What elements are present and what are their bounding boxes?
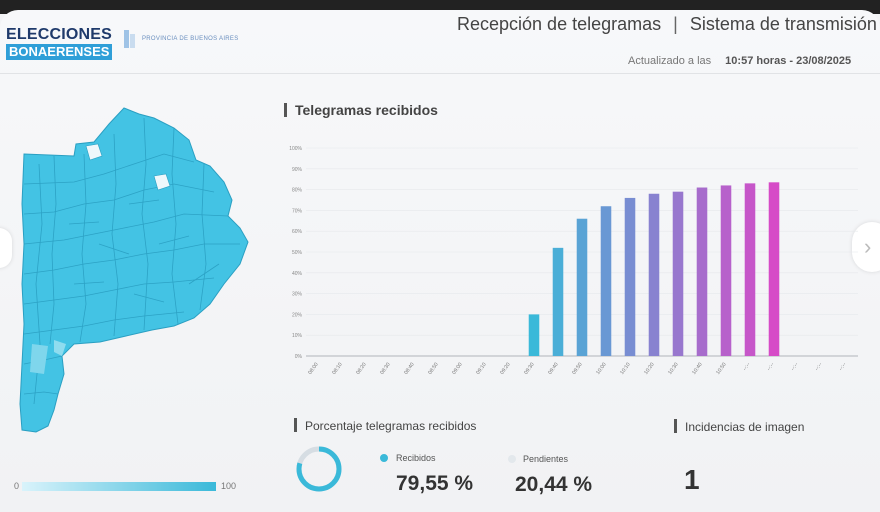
carousel-prev-button[interactable] (0, 228, 12, 268)
received-donut-chart (296, 446, 342, 492)
updated-time: 10:57 horas - 23/08/2025 (725, 55, 852, 67)
province-logo-text: PROVINCIA DE BUENOS AIRES (142, 35, 239, 42)
y-tick-label: 80% (292, 188, 303, 194)
chart-bar (576, 218, 588, 356)
received-value: 79,55 % (396, 472, 474, 495)
chart-bar (648, 193, 660, 356)
x-tick-label: 08:10 (331, 362, 343, 376)
logo-line-2: BONAERENSES (6, 44, 113, 60)
map-legend-max: 100 (221, 481, 237, 491)
chart-bar (744, 183, 756, 356)
pending-legend-dot (508, 455, 516, 463)
chart-bar (672, 191, 684, 356)
pending-value: 20,44 % (515, 473, 593, 496)
title-system: Sistema de transmisión (689, 14, 877, 34)
last-updated: Actualizado a las 10:57 horas - 23/08/202… (628, 55, 851, 67)
x-tick-label: 09:20 (499, 362, 511, 376)
telegrams-bar-chart: 0% 10% 20% 30% 40% 50% 60% 70% 80% 90% 100% 08:00 08… (289, 146, 858, 376)
province-mark-icon (124, 30, 135, 48)
province-shape (19, 107, 249, 433)
header-divider (0, 73, 880, 74)
x-tick-label: 10:50 (715, 362, 727, 376)
x-tick-label: 09:00 (451, 362, 463, 376)
x-tick-label: --:-- (766, 361, 776, 372)
pending-label: Pendientes (523, 454, 569, 464)
title-reception: Recepción de telegramas (457, 14, 662, 34)
y-tick-label: 20% (292, 312, 303, 318)
x-tick-label: 08:50 (427, 362, 439, 376)
chart-bar (624, 197, 636, 356)
x-tick-label: 10:20 (643, 362, 655, 376)
x-tick-label: 08:40 (403, 362, 415, 376)
chart-bar (600, 206, 612, 356)
chart-bar (552, 247, 564, 356)
chevron-right-icon: › (864, 234, 872, 259)
x-tick-label: 09:50 (571, 362, 583, 376)
x-tick-label: --:-- (742, 361, 752, 372)
donut-received-arc (296, 446, 342, 492)
chart-bar (696, 187, 708, 356)
y-tick-label: 10% (292, 333, 303, 339)
x-tick-label: --:-- (790, 361, 800, 372)
incidents-title: Incidencias de imagen (674, 419, 804, 434)
chart-bar (720, 185, 732, 356)
y-tick-label: 70% (292, 208, 303, 214)
y-tick-label: 40% (292, 271, 303, 277)
x-tick-label: 10:00 (595, 362, 607, 376)
x-tick-label: 08:00 (307, 362, 319, 376)
y-tick-label: 30% (292, 292, 303, 298)
carousel-next-button[interactable]: › (852, 222, 880, 272)
y-tick-label: 60% (292, 229, 303, 235)
title-separator: | (673, 14, 678, 34)
incidents-value: 1 (684, 464, 700, 495)
y-tick-label: 90% (292, 167, 303, 173)
map-legend-min: 0 (14, 481, 20, 491)
logo-line-1: ELECCIONES (6, 26, 113, 43)
x-tick-label: 10:40 (691, 362, 703, 376)
page-title: Recepción de telegramas | Sistema de trans… (457, 14, 877, 35)
chart-bar (768, 182, 780, 356)
y-tick-label: 100% (289, 146, 302, 152)
elecciones-logo: ELECCIONES BONAERENSES (6, 26, 113, 61)
chart-bar (528, 314, 540, 356)
province-map[interactable] (14, 104, 254, 440)
y-tick-label: 50% (292, 250, 303, 256)
received-label: Recibidos (396, 453, 436, 463)
percentage-title: Porcentaje telegramas recibidos (294, 418, 476, 433)
x-tick-label: --:-- (814, 361, 824, 372)
map-legend-gradient (22, 482, 216, 491)
x-tick-label: 10:10 (619, 362, 631, 376)
x-tick-label: 10:30 (667, 362, 679, 376)
x-tick-label: 09:30 (523, 362, 535, 376)
x-tick-label: 09:10 (475, 362, 487, 376)
x-tick-label: 09:40 (547, 362, 559, 376)
received-legend-dot (380, 454, 388, 462)
x-tick-label: 08:20 (355, 362, 367, 376)
updated-label: Actualizado a las (628, 55, 712, 67)
x-tick-label: --:-- (838, 361, 848, 372)
y-tick-label: 0% (295, 354, 303, 360)
x-tick-label: 08:30 (379, 362, 391, 376)
province-logo: PROVINCIA DE BUENOS AIRES (122, 28, 239, 50)
chart-title: Telegramas recibidos (284, 102, 438, 118)
